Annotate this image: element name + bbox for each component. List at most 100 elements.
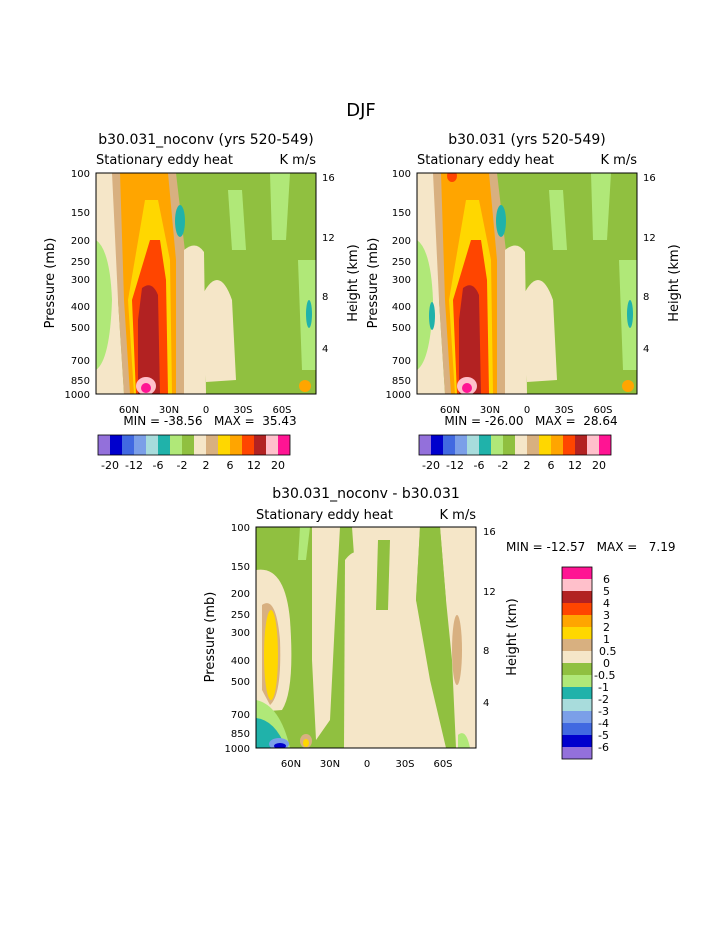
colorbar-label: -20 bbox=[422, 459, 440, 472]
y-tick-label: 1000 bbox=[386, 390, 411, 401]
y-tick-label: 1000 bbox=[225, 744, 250, 755]
y-tick-label: 200 bbox=[71, 236, 90, 247]
contour-fill bbox=[228, 190, 246, 250]
contour-field bbox=[417, 173, 637, 394]
y-tick-label: 850 bbox=[231, 729, 250, 740]
colorbar bbox=[97, 434, 291, 456]
y-tick-label: 700 bbox=[71, 356, 90, 367]
colorbar-swatch bbox=[539, 435, 551, 455]
colorbar-swatch bbox=[146, 435, 158, 455]
x-tick-label: 60S bbox=[593, 405, 612, 416]
colorbar-swatch bbox=[134, 435, 146, 455]
contour-fill bbox=[352, 527, 446, 748]
colorbar-swatch bbox=[527, 435, 539, 455]
y-tick-labels: 100 150 200 250 300 400 500 700 850 1000 bbox=[386, 169, 411, 401]
y-tick-label: 1000 bbox=[65, 390, 90, 401]
y-right-tick-label: 4 bbox=[322, 344, 328, 355]
y-tick-label: 200 bbox=[231, 589, 250, 600]
y-tick-label: 500 bbox=[71, 323, 90, 334]
colorbar-label: 2 bbox=[524, 459, 531, 472]
legend-swatch bbox=[562, 663, 592, 675]
contour-fill bbox=[447, 173, 457, 182]
contour-fill bbox=[303, 739, 309, 747]
legend-swatch bbox=[562, 603, 592, 615]
y-right-tick-label: 4 bbox=[643, 344, 649, 355]
y-right-tick-labels: 16 12 8 4 bbox=[483, 527, 496, 709]
colorbar-swatch bbox=[503, 435, 515, 455]
colorbar-label: -20 bbox=[101, 459, 119, 472]
y-right-tick-label: 8 bbox=[643, 292, 649, 303]
x-tick-label: 60S bbox=[272, 405, 291, 416]
legend-label: -6 bbox=[598, 741, 609, 754]
legend-label: 6 bbox=[603, 573, 610, 586]
y-tick-label: 300 bbox=[71, 275, 90, 286]
colorbar-label: 20 bbox=[592, 459, 606, 472]
y-tick-label: 150 bbox=[392, 208, 411, 219]
legend-swatch bbox=[562, 711, 592, 723]
y-axis-label: Pressure (mb) bbox=[366, 238, 381, 329]
x-tick-label: 0 bbox=[203, 405, 209, 416]
contour-fill bbox=[274, 743, 286, 748]
legend-swatch bbox=[562, 639, 592, 651]
y-right-tick-label: 8 bbox=[322, 292, 328, 303]
legend-swatch bbox=[562, 567, 592, 579]
contour-fill bbox=[429, 302, 435, 330]
x-tick-label: 30S bbox=[233, 405, 252, 416]
y-tick-label: 400 bbox=[392, 302, 411, 313]
colorbar-swatch bbox=[122, 435, 134, 455]
page-title: DJF bbox=[346, 100, 376, 121]
panel-subtitle: Stationary eddy heat bbox=[96, 153, 233, 168]
legend-swatch bbox=[562, 699, 592, 711]
legend-label: 1 bbox=[603, 633, 610, 646]
y-tick-labels: 100 150 200 250 300 400 500 700 850 1000 bbox=[225, 523, 250, 755]
panel-title: b30.031 (yrs 520-549) bbox=[448, 132, 606, 148]
legend-label: 0.5 bbox=[599, 645, 617, 658]
colorbar-swatch bbox=[455, 435, 467, 455]
legend-label: 3 bbox=[603, 609, 610, 622]
y-tick-label: 150 bbox=[231, 562, 250, 573]
min-max-stats: MIN = -38.56 MAX = 35.43 bbox=[123, 414, 296, 428]
y-right-tick-label: 16 bbox=[643, 173, 656, 184]
colorbar-label: -2 bbox=[177, 459, 188, 472]
y-right-tick-labels: 16 12 8 4 bbox=[322, 173, 335, 355]
contour-fill bbox=[138, 285, 160, 394]
contour-fill bbox=[312, 527, 340, 740]
y-axis-label: Pressure (mb) bbox=[203, 592, 218, 683]
colorbar-frame bbox=[418, 434, 612, 456]
contour-fill bbox=[264, 610, 278, 700]
y-right-axis-label: Height (km) bbox=[346, 244, 361, 321]
contour-fill bbox=[521, 280, 557, 382]
colorbar-swatch bbox=[467, 435, 479, 455]
contour-fill bbox=[96, 240, 112, 370]
panel-control: b30.031 (yrs 520-549) Stationary eddy he… bbox=[366, 132, 682, 472]
contour-fill bbox=[417, 240, 433, 370]
legend-label: 4 bbox=[603, 597, 610, 610]
legend-swatch bbox=[562, 627, 592, 639]
y-tick-label: 700 bbox=[231, 710, 250, 721]
colorbar-labels: -20 -12 -6 -2 2 6 12 20 bbox=[422, 459, 606, 472]
legend-frame bbox=[561, 566, 593, 760]
x-tick-label: 30S bbox=[395, 759, 414, 770]
x-tick-label: 60S bbox=[433, 759, 452, 770]
contour-fill bbox=[591, 173, 611, 240]
colorbar-label: -6 bbox=[153, 459, 164, 472]
y-tick-label: 250 bbox=[392, 257, 411, 268]
y-tick-label: 700 bbox=[392, 356, 411, 367]
legend-swatch bbox=[562, 675, 592, 687]
y-tick-label: 500 bbox=[231, 677, 250, 688]
x-tick-labels: 60N 30N 0 30S 60S bbox=[440, 405, 613, 416]
colorbar-frame bbox=[97, 434, 291, 456]
colorbar-swatch bbox=[158, 435, 170, 455]
contour-fill bbox=[622, 380, 634, 392]
y-tick-label: 300 bbox=[392, 275, 411, 286]
y-right-tick-label: 16 bbox=[483, 527, 496, 538]
y-tick-label: 100 bbox=[71, 169, 90, 180]
legend-label: -3 bbox=[598, 705, 609, 718]
contour-fill bbox=[627, 300, 633, 328]
contour-field bbox=[96, 173, 316, 394]
colorbar-swatch bbox=[194, 435, 206, 455]
legend-label: -1 bbox=[598, 681, 609, 694]
min-max-stats: MIN = -26.00 MAX = 28.64 bbox=[444, 414, 617, 428]
contour-fill bbox=[298, 527, 310, 560]
